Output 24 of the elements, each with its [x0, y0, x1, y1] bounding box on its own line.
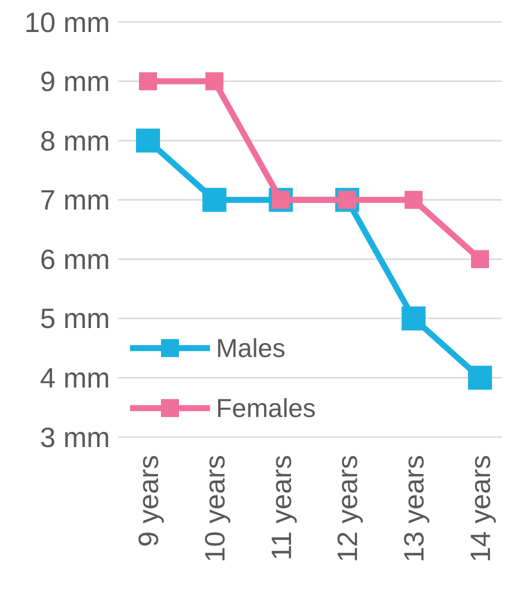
x-tick-label: 11 years: [266, 455, 297, 560]
y-tick-label: 5 mm: [40, 303, 110, 334]
x-tick-label: 12 years: [332, 455, 364, 562]
x-tick-label: 14 years: [465, 455, 496, 562]
y-tick-label: 8 mm: [40, 125, 110, 156]
y-tick-label: 4 mm: [40, 362, 110, 394]
legend-label: Males: [216, 333, 286, 364]
point: [205, 72, 224, 90]
point: [468, 366, 492, 390]
legend-label: Females: [216, 393, 316, 424]
y-tick-label: 6 mm: [40, 244, 110, 275]
point: [402, 306, 426, 330]
y-tick-label: 3 mm: [40, 422, 110, 453]
x-tick-label: 9 years: [133, 455, 164, 547]
point: [136, 128, 160, 153]
y-tick-label: 10 mm: [24, 6, 110, 38]
y-tick-label: 7 mm: [40, 184, 110, 216]
point: [202, 188, 226, 212]
x-tick-label: 10 years: [199, 455, 230, 562]
point: [471, 250, 489, 268]
point: [404, 190, 423, 209]
x-tick-label: 13 years: [398, 455, 430, 562]
y-tick-label: 9 mm: [40, 66, 110, 98]
point: [139, 72, 157, 90]
